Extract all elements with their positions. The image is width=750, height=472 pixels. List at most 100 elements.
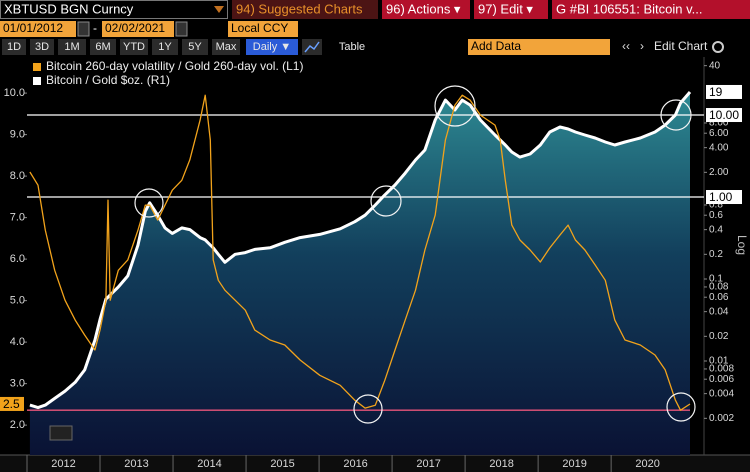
y2-tick-label: 0.2 [709, 249, 723, 260]
period-button[interactable] [212, 39, 240, 55]
legend-box [28, 58, 324, 90]
collapse-arrows[interactable]: ‹‹ [622, 39, 630, 53]
annotation-circle [353, 394, 383, 424]
y2-tick-label: 0.008 [709, 364, 734, 375]
date-separator: - [93, 21, 97, 35]
chart-icon [304, 41, 320, 53]
currency-field[interactable] [228, 21, 298, 37]
last-value-box [706, 84, 742, 99]
period-button[interactable] [58, 39, 86, 55]
menu-label: 97) Edit ▾ [478, 1, 533, 16]
add-data: Add Data [471, 39, 521, 53]
period-label: 1D [7, 41, 21, 53]
menu-label: G #BI 106551: Bitcoin v... [556, 1, 702, 16]
reference-label-box [706, 190, 742, 205]
y-tick-label: 9.0 [10, 129, 25, 141]
x-tick-label: 2014 [197, 458, 221, 470]
annotation-circle [370, 185, 402, 217]
y-tick-label: 3.0 [10, 378, 25, 390]
menu-button[interactable] [474, 0, 548, 19]
period-button[interactable] [152, 39, 178, 55]
x-tick-label: 2012 [51, 458, 75, 470]
y2-scale-label: Log [735, 235, 749, 255]
dropdown-arrow [214, 6, 224, 13]
period-label: Max [216, 41, 237, 53]
period-label: 1Y [158, 41, 172, 53]
start-date-field[interactable] [0, 21, 76, 37]
period-label: 1M [64, 41, 79, 53]
y2-tick-label: 0.06 [709, 292, 729, 303]
table-button[interactable]: Table [339, 41, 365, 53]
y-tick-label: 8.0 [10, 170, 25, 182]
series-area [29, 92, 690, 455]
expand-arrow[interactable]: › [640, 39, 644, 53]
y-tick-label: 5.0 [10, 295, 25, 307]
menu-label: 94) Suggested Charts [236, 1, 363, 16]
menu-button[interactable] [552, 0, 750, 19]
legend-swatch [33, 63, 41, 71]
frequency-button[interactable] [246, 39, 298, 55]
menu-label: 96) Actions ▾ [386, 1, 461, 16]
menu-button[interactable] [382, 0, 470, 19]
y-tick-label: 10.0 [4, 87, 25, 99]
period-buttons: 1D 3D 1M 6M YTD 1Y 5Y Max [2, 39, 240, 55]
annotation-circle [660, 99, 692, 131]
annotation-circle [434, 85, 476, 127]
period-button[interactable] [90, 39, 116, 55]
add-data-field[interactable] [468, 39, 610, 55]
annotations [134, 85, 696, 424]
period-button[interactable] [182, 39, 208, 55]
last-value-box [0, 396, 24, 411]
x-axis-strip [0, 455, 750, 472]
frequency: Daily ▼ [253, 41, 291, 53]
series-line [29, 94, 691, 411]
end-date: 02/02/2021 [105, 21, 165, 35]
reference-label-box [706, 108, 742, 123]
period-button[interactable] [2, 39, 26, 55]
y2-tick-label: 0.002 [709, 413, 734, 424]
period-label: 3D [35, 41, 49, 53]
y2-tick-label: 6.00 [709, 128, 729, 139]
y2-tick-label: 40 [709, 60, 721, 71]
y2-tick-label: 8.00 [709, 118, 729, 129]
last-value-label: 2.5 [3, 397, 20, 411]
x-tick-label: 2017 [416, 458, 440, 470]
zoom-icon[interactable] [49, 425, 73, 441]
x-tick-label: 2016 [343, 458, 367, 470]
start-date: 01/01/2012 [3, 21, 63, 35]
y2-tick-label: 0.1 [709, 274, 723, 285]
security-box[interactable] [0, 0, 228, 19]
y2-tick-label: 4.00 [709, 142, 729, 153]
calendar-icon[interactable] [77, 21, 90, 37]
security: XBTUSD BGN Curncy [4, 1, 134, 16]
last-value-label: 19 [709, 85, 723, 99]
y2-tick-label: 0.6 [709, 210, 723, 221]
legend-swatch [33, 77, 41, 85]
edit-chart[interactable]: Edit Chart [654, 39, 708, 53]
series-line [29, 91, 692, 410]
end-date-field[interactable] [102, 21, 174, 37]
x-tick-label: 2020 [635, 458, 659, 470]
y2-tick-label: 0.02 [709, 331, 729, 342]
reference-label: 1.00 [709, 190, 733, 204]
period-button[interactable] [30, 39, 54, 55]
x-tick-label: 2013 [124, 458, 148, 470]
menu-button[interactable] [232, 0, 378, 19]
calendar-icon[interactable] [175, 21, 188, 37]
y2-tick-label: 0.01 [709, 356, 729, 367]
y-tick-label: 2.0 [10, 419, 25, 431]
legend-label: Bitcoin 260-day volatility / Gold 260-da… [46, 59, 303, 73]
currency: Local CCY [231, 21, 288, 35]
period-button[interactable] [120, 39, 148, 55]
settings-icon[interactable] [712, 41, 724, 53]
x-tick-label: 2018 [489, 458, 513, 470]
plot-area: 10.0 9.0 8.0 7.0 6.0 5.0 4.0 3.0 2.0 40 8.006.00 4.… [0, 57, 750, 472]
y2-tick-label: 0.006 [709, 374, 734, 385]
y2-tick-label: 2.00 [709, 167, 729, 178]
y2-tick-label: 0.8 [709, 200, 723, 211]
y2-tick-label: 0.04 [709, 306, 729, 317]
x-tick-label: 2019 [562, 458, 586, 470]
y2-tick-label: 0.004 [709, 388, 734, 399]
x-tick-label: 2015 [270, 458, 294, 470]
